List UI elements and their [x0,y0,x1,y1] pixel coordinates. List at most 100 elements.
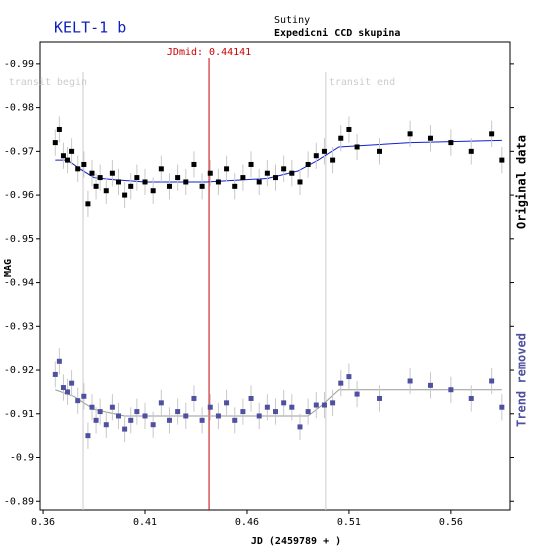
x-tick-label: 0.46 [235,517,259,528]
point [75,166,81,172]
point [281,166,287,172]
point [313,402,319,408]
point [207,404,213,410]
marker-label: transit end [329,77,395,88]
point [199,183,205,189]
point [183,179,189,185]
point [281,400,287,406]
point [240,409,246,415]
point [354,144,360,150]
point [65,389,71,395]
point [377,148,383,154]
point [166,417,172,423]
point [427,382,433,388]
point [75,398,81,404]
point [85,201,91,207]
point [215,413,221,419]
point [191,161,197,167]
point [207,170,213,176]
point [305,409,311,415]
point [103,188,109,194]
point [499,404,505,410]
point [89,404,95,410]
point [346,374,352,380]
point [150,422,156,428]
point [248,161,254,167]
x-tick-label: 0.51 [337,517,361,528]
point [215,179,221,185]
plot-frame [39,41,511,511]
point [122,426,128,432]
point [448,387,454,393]
point [489,131,495,137]
y-tick-label: -0.91 [4,409,34,420]
point [256,413,262,419]
point [224,400,230,406]
point [97,409,103,415]
chart-title: KELT-1 b [54,19,126,37]
y-tick-label: -0.89 [4,496,34,507]
point [183,413,189,419]
point [264,404,270,410]
point [142,413,148,419]
point [273,175,279,181]
point [134,175,140,181]
y-tick-label: -0.94 [4,278,34,289]
point [273,409,279,415]
point [60,153,66,159]
point [109,170,115,176]
series-label: Original data [515,135,529,229]
point [93,417,99,423]
point [60,385,66,391]
point [297,179,303,185]
point [448,140,454,146]
point [52,371,58,377]
y-tick-label: -0.98 [4,103,34,114]
point [52,140,58,146]
point [289,170,295,176]
point [134,409,140,415]
point [232,183,238,189]
y-tick-label: -0.9 [10,453,34,464]
point [158,166,164,172]
point [69,380,75,386]
point [330,157,336,163]
point [427,135,433,141]
point [166,183,172,189]
point [128,417,134,423]
point [354,391,360,397]
point [338,380,344,386]
point [499,157,505,163]
x-tick-label: 0.56 [439,517,463,528]
point [116,179,122,185]
point [69,148,75,154]
point [297,424,303,430]
y-tick-label: -0.97 [4,146,34,157]
point [338,135,344,141]
point [93,183,99,189]
x-tick-label: 0.36 [31,517,55,528]
point [489,378,495,384]
point [199,417,205,423]
point [56,126,62,132]
marker-label: JDmid: 0.44141 [167,47,251,58]
point [175,409,181,415]
point [305,161,311,167]
y-tick-label: -0.93 [4,321,34,332]
point [248,395,254,401]
y-tick-label: -0.96 [4,190,34,201]
subtitle: Sutiny [274,15,310,26]
point [56,358,62,364]
point [468,395,474,401]
point [89,170,95,176]
series-label: Trend removed [515,333,529,427]
point [232,417,238,423]
point [142,179,148,185]
point [122,192,128,198]
point [224,166,230,172]
point [97,175,103,181]
point [116,413,122,419]
point [65,157,71,163]
y-tick-label: -0.95 [4,234,34,245]
